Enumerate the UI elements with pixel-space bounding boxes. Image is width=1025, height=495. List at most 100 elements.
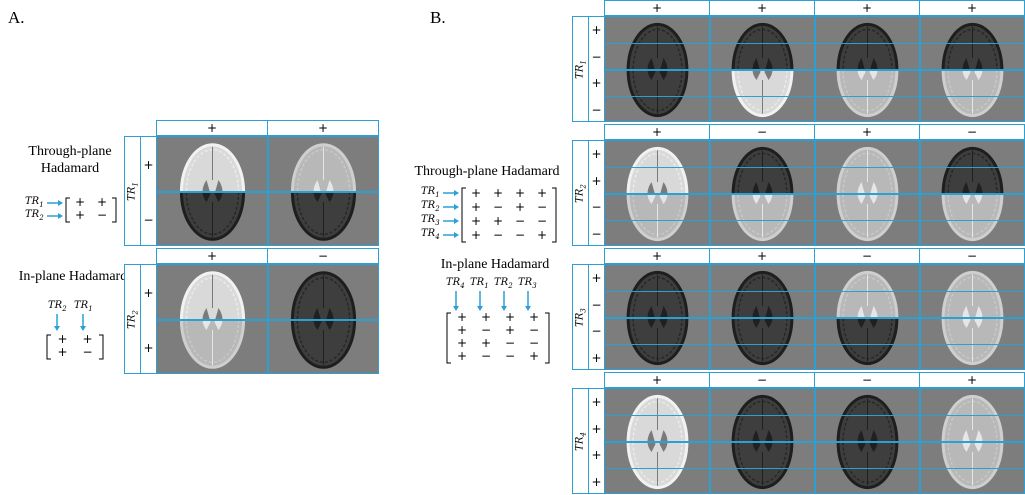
a-grid1-tr-box: TR1 xyxy=(124,136,141,246)
b-grid4-col-header-2: − xyxy=(814,372,920,388)
b-through-matrix-entry-2-0: + xyxy=(465,214,487,228)
b-grid4-row-sign-3: + xyxy=(589,469,604,495)
b-grid3-col-header-2: − xyxy=(814,248,920,264)
a-grid2-col-header-0: + xyxy=(156,248,268,264)
a-grid1-row-signs: +− xyxy=(140,136,157,246)
a-through-matrix-entry-1-0: + xyxy=(69,209,91,222)
b-grid2-row-sign-3: − xyxy=(589,221,604,248)
b-grid2-col-header-1: − xyxy=(709,124,815,140)
a-inplane-arrow-0 xyxy=(53,314,61,333)
b-grid4-row-signs: ++++ xyxy=(588,388,605,494)
b-grid3-row-sign-3: + xyxy=(589,345,604,372)
b-grid2-col-sign-2: + xyxy=(815,125,919,139)
a-grid2-row-signs: ++ xyxy=(140,264,157,374)
b-grid4-row-sign-2: + xyxy=(589,442,604,469)
b-grid2-col-sign-1: − xyxy=(710,125,814,139)
b-grid1-col-divider-1 xyxy=(709,17,711,121)
a-grid2-col-sign-0: + xyxy=(157,249,267,263)
a-grid1-tr-label: TR1 xyxy=(127,174,140,210)
b-grid3-col-header-3: − xyxy=(919,248,1025,264)
b-through-matrix-entry-1-0: + xyxy=(465,200,487,214)
b-through-matrix-entry-3-2: − xyxy=(509,228,531,242)
b-grid3-col-divider-2 xyxy=(814,265,816,369)
a-through-matrix-entry-1-1: − xyxy=(91,209,113,222)
b-inplane-matrix-entry-3-0: + xyxy=(450,350,474,363)
b-grid2-col-header-0: + xyxy=(604,124,710,140)
b-grid2-col-divider-1 xyxy=(709,141,711,245)
b-grid1-row-sign-2: + xyxy=(589,70,604,97)
b-grid3-col-sign-1: + xyxy=(710,249,814,263)
b-grid2-row-sign-2: − xyxy=(589,194,604,221)
b-through-matrix-entry-0-2: + xyxy=(509,186,531,200)
a-grid1-col-header-0: + xyxy=(156,120,268,136)
b-grid4-col-sign-1: − xyxy=(710,373,814,387)
panel-a-through-title: Through-plane Hadamard xyxy=(10,143,130,177)
b-grid4-row-sign-1: + xyxy=(589,416,604,443)
b-grid2-row-sign-1: + xyxy=(589,168,604,195)
panel-b-label: B. xyxy=(430,8,446,28)
b-grid3-col-divider-3 xyxy=(919,265,921,369)
b-inplane-tr-0: TR4 xyxy=(446,277,465,290)
a-grid1-col-sign-0: + xyxy=(157,121,267,135)
a-grid1-row-sign-1: − xyxy=(141,192,156,247)
b-through-matrix-entry-1-1: − xyxy=(487,200,509,214)
a-grid2-row-sign-1: + xyxy=(141,320,156,375)
b-grid2-col-sign-3: − xyxy=(920,125,1024,139)
b-through-arrow-2 xyxy=(443,217,463,225)
b-grid2-row-sign-0: + xyxy=(589,141,604,168)
a-grid1-row-sign-0: + xyxy=(141,137,156,192)
b-through-matrix-entry-0-0: + xyxy=(465,186,487,200)
panel-a-label: A. xyxy=(8,8,25,28)
b-grid1-col-sign-3: + xyxy=(920,1,1024,15)
a-inplane-tr-1: TR1 xyxy=(74,300,93,313)
a-through-tr-0: TR1 xyxy=(25,196,44,209)
b-grid4-col-header-0: + xyxy=(604,372,710,388)
b-through-matrix-entry-2-1: + xyxy=(487,214,509,228)
b-grid3-col-sign-2: − xyxy=(815,249,919,263)
through-title-line1: Through-plane xyxy=(10,143,130,160)
b-through-matrix-entry-1-2: + xyxy=(509,200,531,214)
b-grid4-col-divider-2 xyxy=(814,389,816,493)
panel-a-inplane-title: In-plane Hadamard xyxy=(8,268,138,285)
a-inplane-arrow-1 xyxy=(79,314,87,333)
b-through-tr-0: TR1 xyxy=(421,186,440,199)
b-through-arrow-1 xyxy=(443,203,463,211)
b-grid4-image-area xyxy=(604,388,1025,494)
b-grid2-tr-label: TR2 xyxy=(575,176,588,212)
b-grid3-col-header-0: + xyxy=(604,248,710,264)
b-grid2-tr-box: TR2 xyxy=(572,140,589,246)
b-grid4-col-sign-2: − xyxy=(815,373,919,387)
b-grid1-row-sign-3: − xyxy=(589,97,604,124)
b-grid2-col-divider-3 xyxy=(919,141,921,245)
b-grid3-row-sign-2: − xyxy=(589,318,604,345)
b-through-matrix-entry-2-2: − xyxy=(509,214,531,228)
b-grid1-col-sign-0: + xyxy=(605,1,709,15)
b-through-matrix-entry-3-1: − xyxy=(487,228,509,242)
b-grid3-tr-box: TR3 xyxy=(572,264,589,370)
b-inplane-tr-3: TR3 xyxy=(518,277,537,290)
b-through-tr-1: TR2 xyxy=(421,200,440,213)
b-grid1-col-header-1: + xyxy=(709,0,815,16)
b-grid1-row-sign-0: + xyxy=(589,17,604,44)
a-grid1-col-divider-1 xyxy=(267,137,269,245)
b-grid1-image-area xyxy=(604,16,1025,122)
b-grid4-col-sign-3: + xyxy=(920,373,1024,387)
b-grid2-image-area xyxy=(604,140,1025,246)
b-grid3-col-sign-0: + xyxy=(605,249,709,263)
a-grid2-col-header-1: − xyxy=(267,248,379,264)
a-inplane-tr-0: TR2 xyxy=(48,300,67,313)
b-grid4-col-header-1: − xyxy=(709,372,815,388)
b-grid3-row-signs: +−−+ xyxy=(588,264,605,370)
b-grid1-col-sign-2: + xyxy=(815,1,919,15)
b-grid1-row-signs: +−+− xyxy=(588,16,605,122)
b-grid1-col-header-2: + xyxy=(814,0,920,16)
b-inplane-matrix-entry-3-3: + xyxy=(522,350,546,363)
b-inplane-matrix-entry-3-1: − xyxy=(474,350,498,363)
b-grid2-col-sign-0: + xyxy=(605,125,709,139)
b-inplane-tr-1: TR1 xyxy=(470,277,489,290)
b-through-matrix-entry-3-3: + xyxy=(531,228,553,242)
b-grid4-col-divider-1 xyxy=(709,389,711,493)
b-grid2-row-signs: ++−− xyxy=(588,140,605,246)
b-grid2-col-header-3: − xyxy=(919,124,1025,140)
b-through-matrix-entry-0-3: + xyxy=(531,186,553,200)
